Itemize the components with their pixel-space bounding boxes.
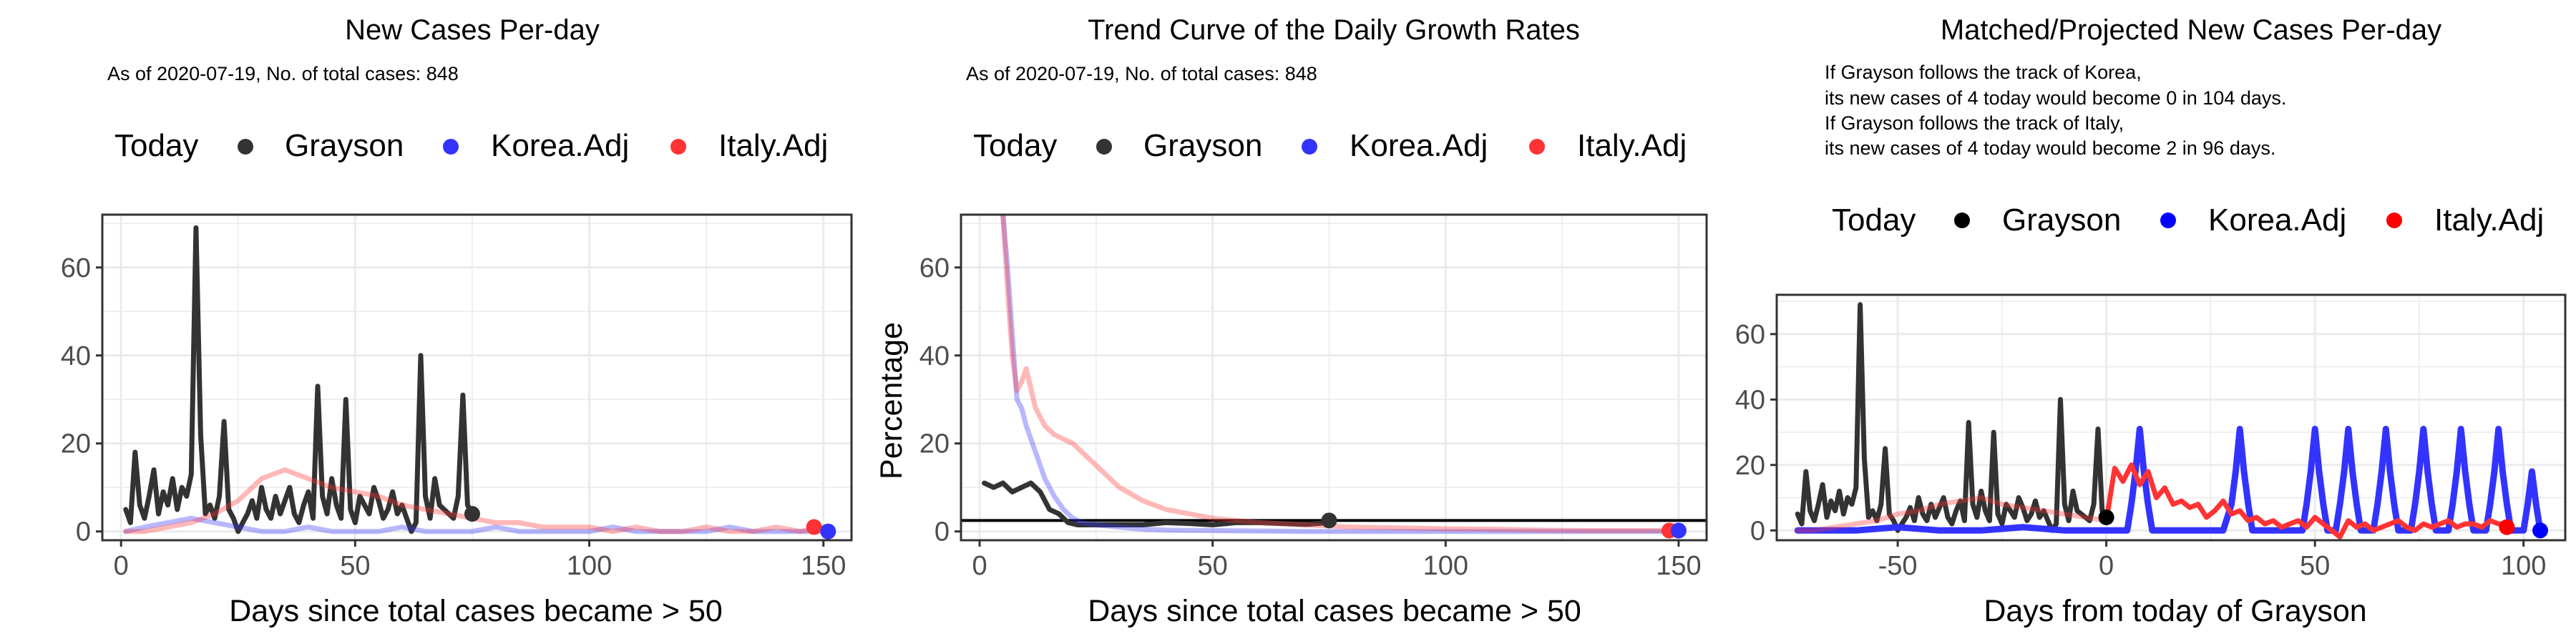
x-tick-label: 0 [114,551,129,581]
y-tick-label: 0 [935,517,950,547]
panel-border [1775,293,2567,542]
legend-key-grayson [1954,213,1970,228]
y-tick-label: 60 [1735,320,1765,350]
x-axis-label: Days since total cases became > 50 [1088,594,1581,628]
series-group [982,215,1682,535]
x-tick-label: 100 [1423,551,1468,581]
legend-key-korea [1302,139,1317,155]
plot-area: 0 50 100 150 0 20 40 60 [61,213,853,581]
chart-subtitle-line: As of 2020-07-19, No. of total cases: 84… [966,63,1317,84]
today-point [2098,509,2114,525]
legend-label-italy: Italy.Adj [1577,128,1687,163]
plot-area: 0 50 100 150 0 20 40 60 [919,213,1708,581]
today-point [1670,522,1687,539]
x-axis-label: Days from today of Grayson [1984,594,2366,628]
legend-title: Today [114,128,198,163]
legend-label-grayson: Grayson [1143,128,1262,163]
today-point [464,506,480,522]
y-tick-label: 40 [919,341,950,371]
chart-title: New Cases Per-day [345,14,600,46]
y-tick-label: 40 [1735,385,1765,415]
legend-label-korea: Korea.Adj [2208,203,2346,238]
x-tick-label: 150 [801,551,846,581]
series-line-italy-adj [1795,495,2109,533]
legend-key-grayson [238,139,253,155]
today-point [2532,522,2549,539]
legend-title: Today [973,128,1057,163]
x-tick-label: 0 [2099,551,2114,581]
series-line-italy-adj [1000,215,1672,533]
x-tick-label: 50 [1198,551,1228,581]
x-tick-label: 100 [2501,551,2546,581]
chart-subtitle-line: If Grayson follows the track of Korea, [1825,62,2142,83]
chart-title: Trend Curve of the Daily Growth Rates [1088,14,1580,46]
panel-growth-rates: Trend Curve of the Daily Growth Rates As… [874,14,1708,628]
legend-key-korea [2160,213,2176,228]
x-tick-label: 50 [2300,551,2330,581]
chart-subtitle-line: If Grayson follows the track of Italy, [1825,112,2124,134]
chart-title: Matched/Projected New Cases Per-day [1941,14,2441,46]
plot-area: -50 0 50 100 0 20 40 60 [1735,293,2567,581]
y-tick-label: 0 [76,517,91,547]
series-line-grayson [1795,302,2109,533]
chart-subtitle-line: As of 2020-07-19, No. of total cases: 84… [107,63,459,84]
legend-key-korea [443,139,459,155]
x-axis-label: Days since total cases became > 50 [229,594,723,628]
y-axis-label: Percentage [874,322,909,479]
panel-border [101,213,853,542]
legend-label-grayson: Grayson [285,128,404,163]
legend-label-korea: Korea.Adj [491,128,629,163]
chart-subtitle-line: its new cases of 4 today would become 0 … [1825,87,2286,109]
series-line-grayson [982,480,1332,527]
panel-projected: Matched/Projected New Cases Per-day If G… [1735,14,2567,628]
legend-key-italy [1529,139,1545,155]
legend: Today Grayson Korea.Adj Italy.Adj [973,128,1687,163]
y-tick-label: 20 [1735,451,1765,481]
legend-key-italy [670,139,686,155]
legend-label-italy: Italy.Adj [718,128,828,163]
y-tick-label: 60 [61,253,91,283]
x-tick-label: 150 [1656,551,1701,581]
series-line-korea-adj [123,515,826,535]
chart-subtitle-line: its new cases of 4 today would become 2 … [1825,137,2275,159]
y-tick-label: 0 [1750,516,1765,546]
today-point [806,519,822,535]
x-tick-label: -50 [1878,551,1918,581]
legend: Today Grayson Korea.Adj Italy.Adj [1832,203,2544,238]
y-tick-label: 20 [919,429,950,459]
series-line-grayson [123,225,475,535]
series-line-korea-adj [1794,426,2544,534]
series-line-korea-adj [1000,215,1682,535]
legend-label-korea: Korea.Adj [1350,128,1488,163]
y-tick-label: 60 [919,253,950,283]
legend: Today Grayson Korea.Adj Italy.Adj [114,128,828,163]
today-point [1321,512,1337,529]
series-group [123,225,826,535]
y-tick-label: 20 [61,429,91,459]
series-line-italy-adj [2104,462,2509,540]
x-tick-label: 50 [340,551,370,581]
panel-new-cases: New Cases Per-day As of 2020-07-19, No. … [61,14,853,628]
today-point [2499,519,2515,535]
legend-key-italy [2386,213,2402,228]
legend-label-grayson: Grayson [2002,203,2121,238]
y-tick-label: 40 [61,341,91,371]
legend-key-grayson [1096,139,1112,155]
today-point [820,523,836,540]
series-group [1794,302,2544,540]
panel-border [960,213,1708,542]
legend-title: Today [1832,203,1916,238]
x-tick-label: 100 [567,551,612,581]
x-tick-label: 0 [972,551,987,581]
legend-label-italy: Italy.Adj [2434,203,2544,238]
